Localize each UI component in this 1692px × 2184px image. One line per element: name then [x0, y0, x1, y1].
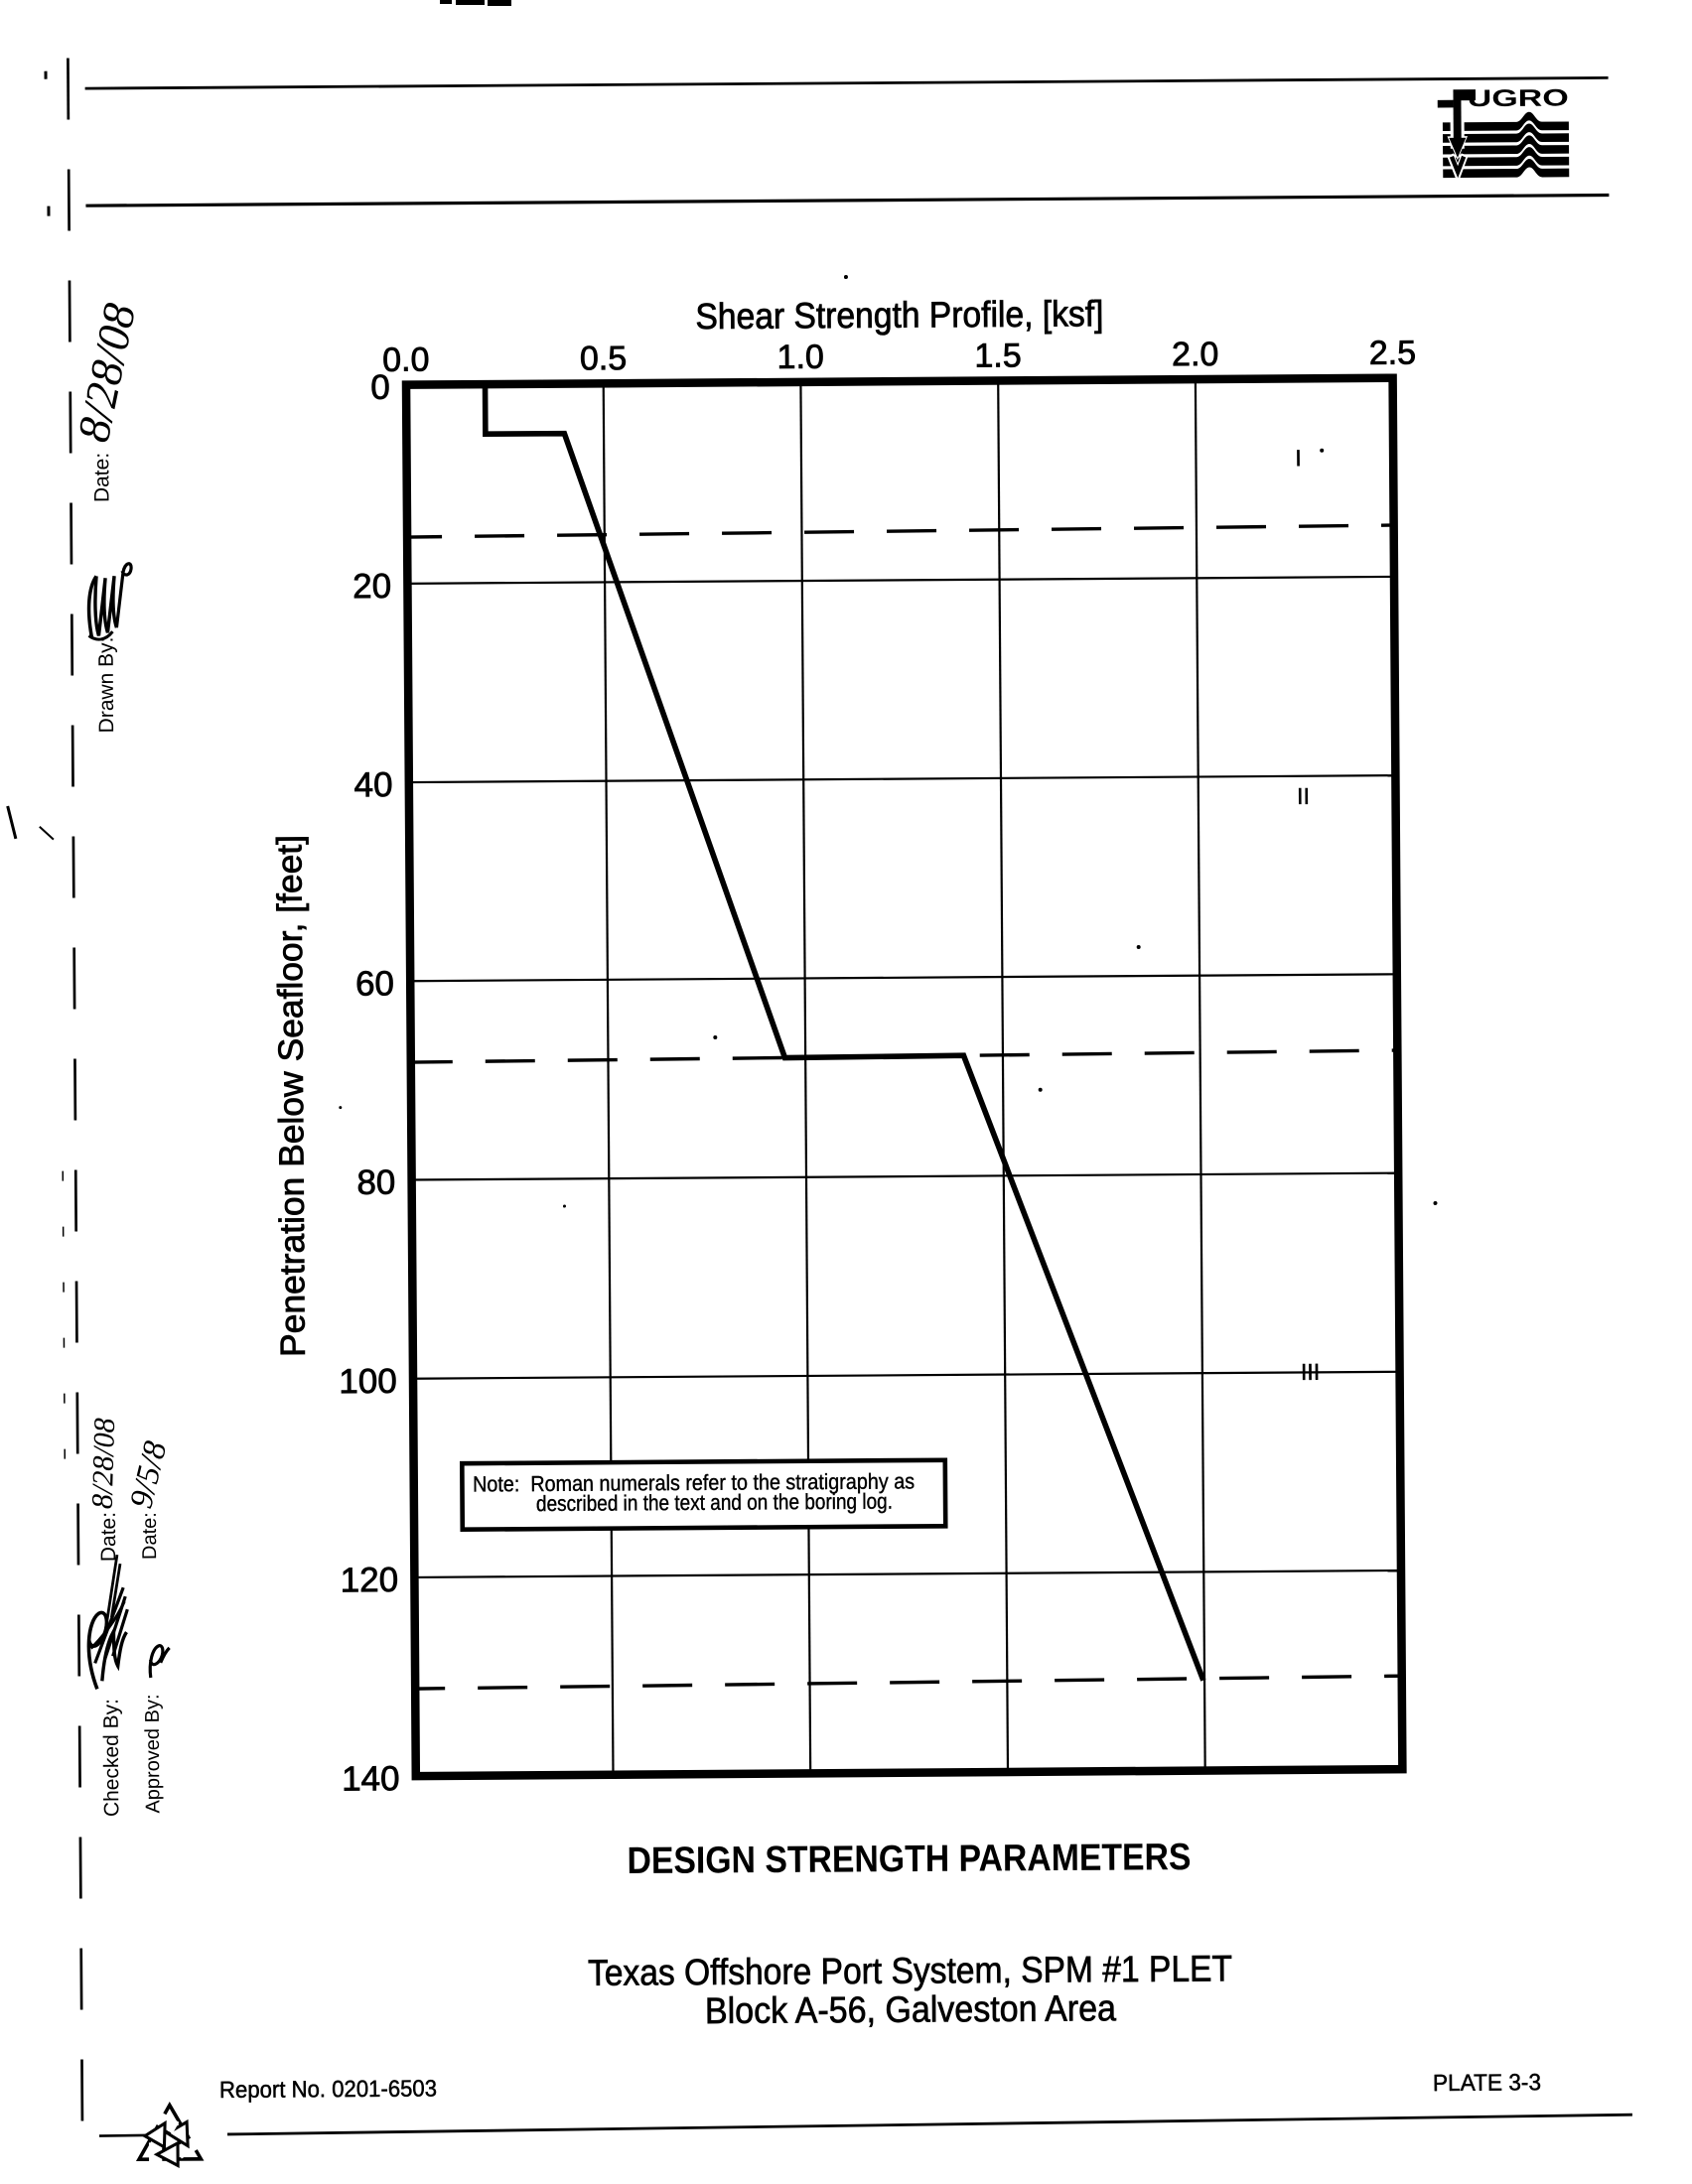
svg-text:Report No. 0201-6503: Report No. 0201-6503 — [219, 2075, 437, 2103]
svg-text:Date:: Date: — [139, 1512, 161, 1560]
svg-text:2.0: 2.0 — [1172, 336, 1219, 373]
svg-text:UGRO: UGRO — [1468, 84, 1569, 112]
svg-text:1.5: 1.5 — [974, 337, 1022, 374]
svg-text:8/28/08: 8/28/08 — [86, 1418, 122, 1510]
svg-text:Penetration Below Seafloor, [f: Penetration Below Seafloor, [feet] — [270, 835, 313, 1357]
svg-text:Note: Roman numerals refer to: Note: Roman numerals refer to the strati… — [473, 1468, 915, 1496]
svg-text:Drawn By:: Drawn By: — [94, 636, 118, 733]
svg-text:80: 80 — [356, 1163, 395, 1202]
svg-text:described in the text and on t: described in the text and on the boring … — [536, 1489, 893, 1517]
svg-text:II: II — [1297, 783, 1310, 809]
svg-text:Checked By:: Checked By: — [100, 1699, 124, 1817]
svg-text:0.0: 0.0 — [382, 341, 430, 378]
svg-text:Texas Offshore Port System, SP: Texas Offshore Port System, SPM #1 PLET — [588, 1948, 1232, 1993]
svg-text:Shear Strength Profile, [ksf]: Shear Strength Profile, [ksf] — [695, 293, 1103, 337]
svg-text:120: 120 — [341, 1561, 399, 1599]
svg-text:Approved By:: Approved By: — [142, 1694, 165, 1813]
svg-text:III: III — [1301, 1359, 1320, 1385]
svg-text:1.0: 1.0 — [776, 339, 824, 376]
svg-text:I: I — [1295, 445, 1302, 471]
svg-text:Date:: Date: — [90, 453, 113, 502]
svg-text:Block A-56, Galveston Area: Block A-56, Galveston Area — [705, 1987, 1117, 2031]
svg-text:40: 40 — [353, 765, 392, 804]
svg-text:0: 0 — [370, 368, 390, 407]
svg-text:20: 20 — [352, 567, 391, 606]
svg-text:100: 100 — [339, 1362, 397, 1401]
svg-text:PLATE 3-3: PLATE 3-3 — [1433, 2069, 1541, 2096]
svg-text:60: 60 — [355, 964, 394, 1003]
svg-text:0.5: 0.5 — [580, 340, 628, 377]
svg-text:2.5: 2.5 — [1369, 335, 1417, 372]
svg-text:Date:: Date: — [97, 1512, 120, 1562]
svg-text:140: 140 — [342, 1759, 400, 1798]
svg-text:DESIGN STRENGTH PARAMETERS: DESIGN STRENGTH PARAMETERS — [627, 1837, 1191, 1882]
